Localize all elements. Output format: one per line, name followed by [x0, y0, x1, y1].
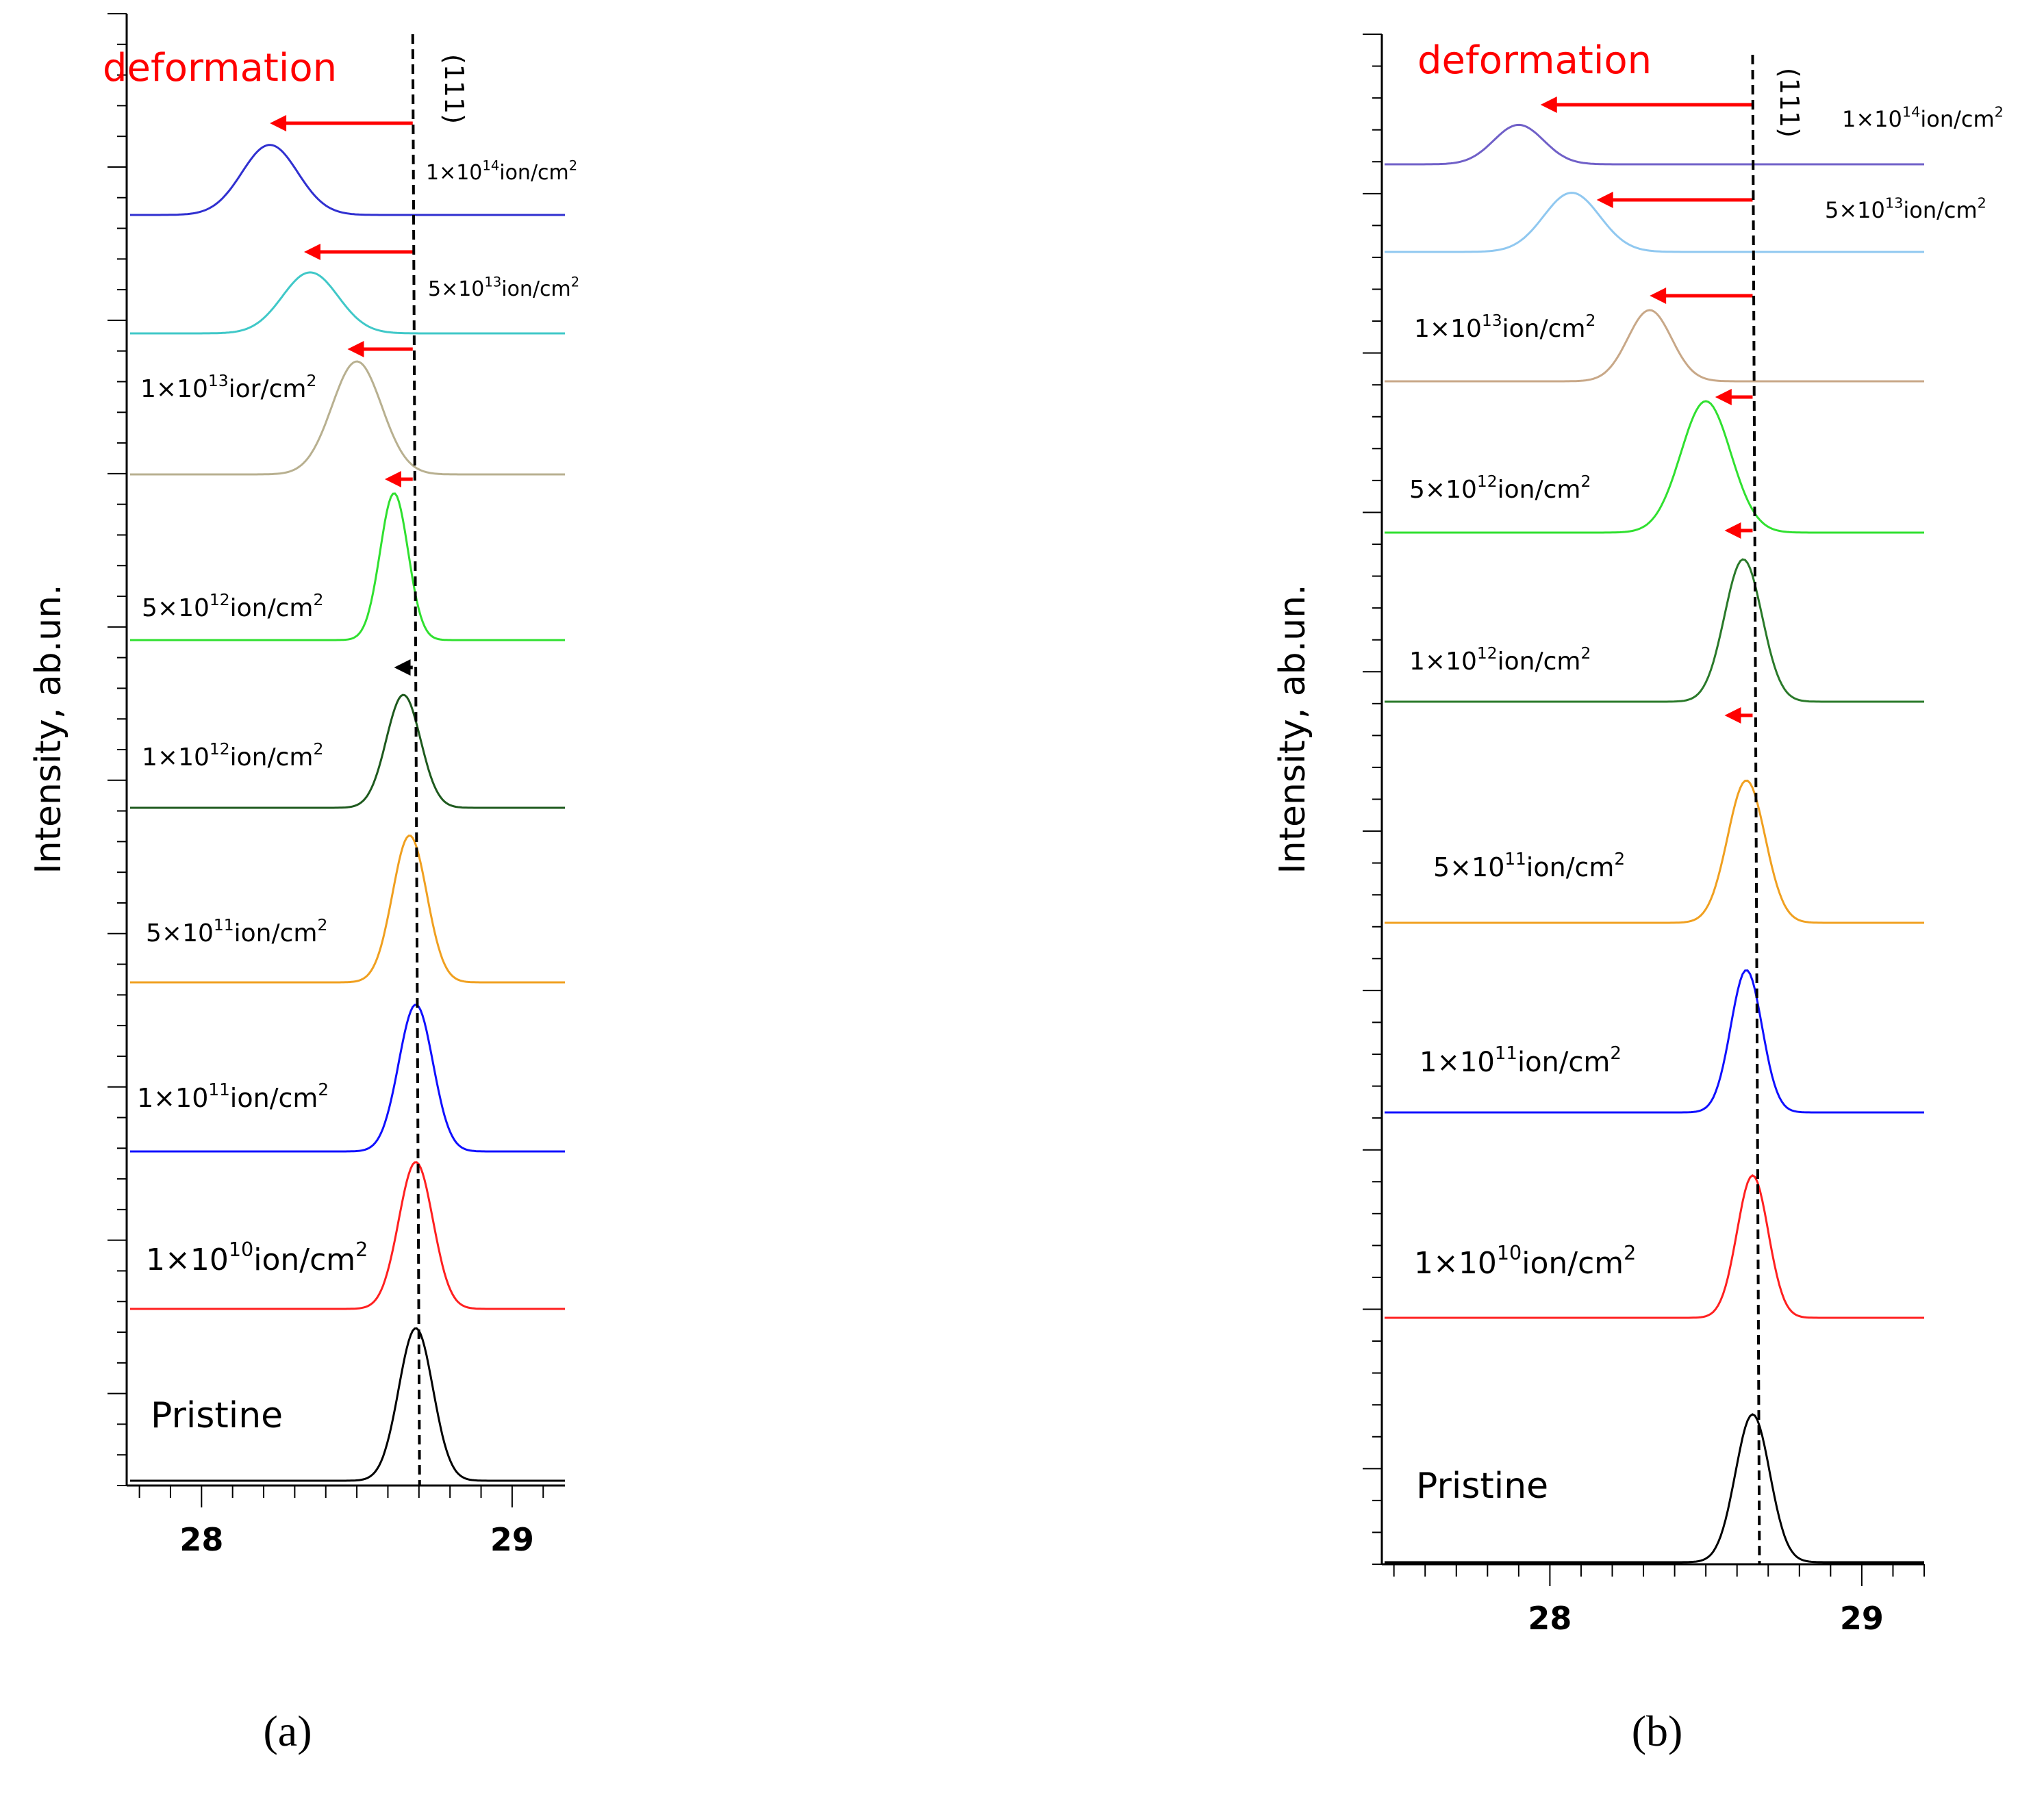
- shift-arrow-head: [384, 471, 401, 487]
- plane-label: (111): [439, 54, 469, 124]
- panel-a: 28 29 Intensity, ab.un. 1×1014ion/cm2 5×1013…: [28, 13, 579, 1755]
- series-line: [130, 144, 565, 216]
- panel-caption: (b): [1632, 1707, 1683, 1755]
- deformation-label: deformation: [103, 46, 337, 90]
- series-line: [1385, 969, 1924, 1114]
- shift-arrow-head: [1724, 522, 1741, 539]
- series-label: 1×1013ior/cm2: [140, 371, 316, 403]
- shift-arrow-head: [1540, 97, 1557, 113]
- reference-line-111: [411, 34, 421, 1486]
- series-line: [1385, 400, 1924, 534]
- x-tick-label: 29: [1840, 1600, 1884, 1637]
- y-axis-label: Intensity, ab.un.: [28, 584, 69, 874]
- shift-arrow-head: [1724, 707, 1741, 724]
- series-line: [130, 271, 565, 335]
- series-label: Pristine: [151, 1395, 283, 1436]
- series-line: [1385, 192, 1924, 253]
- series-label: 5×1013ion/cm2: [1825, 195, 1986, 223]
- panel-b: 28 29 Intensity, ab.un. 1×1014ion/cm2 5×1013…: [1272, 34, 2004, 1755]
- series-label: 5×1011ion/cm2: [146, 915, 327, 947]
- x-tick-label: 29: [490, 1521, 534, 1558]
- series-label: 1×1014ion/cm2: [1842, 104, 2004, 132]
- series-label: 1×1013ion/cm2: [1414, 311, 1595, 343]
- x-tick-label: 28: [1528, 1600, 1572, 1637]
- y-axis-label: Intensity, ab.un.: [1272, 584, 1313, 874]
- series-line: [1385, 558, 1924, 703]
- series-line: [130, 1004, 565, 1153]
- series-line: [130, 834, 565, 984]
- shift-arrow-head: [394, 659, 411, 676]
- series-line: [130, 1327, 565, 1482]
- series-line: [130, 492, 565, 641]
- series-label: 5×1011ion/cm2: [1433, 849, 1625, 882]
- series-label: 1×1012ion/cm2: [142, 739, 323, 772]
- x-tick-label: 28: [179, 1521, 223, 1558]
- series-label: Pristine: [1416, 1466, 1548, 1507]
- series-label: 5×1012ion/cm2: [1409, 472, 1591, 504]
- panel-caption: (a): [263, 1707, 312, 1755]
- series-line: [1385, 1174, 1924, 1319]
- series-line: [130, 1161, 565, 1310]
- series-label: 1×1010ion/cm2: [1414, 1241, 1636, 1281]
- shift-arrow-head: [270, 115, 287, 131]
- series-label: 1×1014ion/cm2: [426, 158, 577, 186]
- plane-label: (111): [1774, 68, 1804, 138]
- shift-arrow-head: [347, 341, 364, 357]
- reference-line-111: [1751, 54, 1761, 1565]
- shift-arrow-head: [1715, 389, 1732, 405]
- series-line: [1385, 123, 1924, 166]
- series-line: [1385, 779, 1924, 924]
- series-line: [130, 693, 565, 809]
- series-label: 1×1011ion/cm2: [1420, 1043, 1622, 1078]
- series-label: 5×1013ion/cm2: [428, 275, 579, 302]
- series-label: 1×1012ion/cm2: [1409, 643, 1591, 676]
- series-label: 1×1010ion/cm2: [146, 1238, 368, 1277]
- series-label: 5×1012ion/cm2: [142, 590, 323, 622]
- shift-arrow-head: [1596, 192, 1613, 208]
- series-line: [1385, 1413, 1924, 1564]
- shift-arrow-head: [1650, 288, 1667, 304]
- series-line: [130, 360, 565, 476]
- series-line: [1385, 309, 1924, 383]
- series-label: 1×1011ion/cm2: [137, 1080, 329, 1113]
- deformation-label: deformation: [1417, 38, 1652, 83]
- shift-arrow-head: [304, 244, 320, 260]
